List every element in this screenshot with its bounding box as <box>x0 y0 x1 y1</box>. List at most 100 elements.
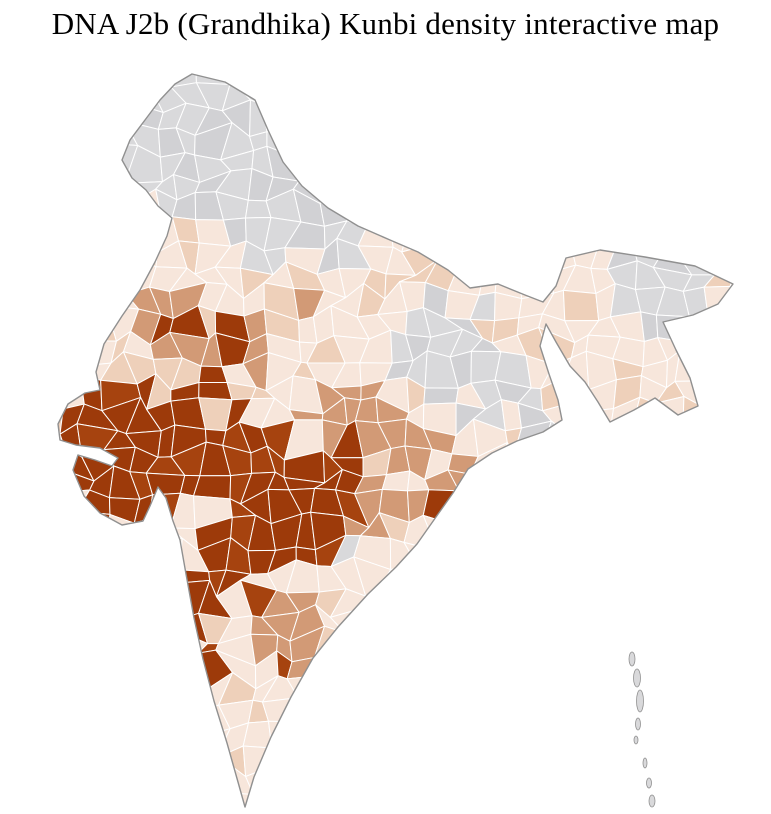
district-cell[interactable] <box>711 466 732 498</box>
district-cell[interactable] <box>311 744 337 778</box>
district-cell[interactable] <box>587 695 619 724</box>
district-cell[interactable] <box>130 539 153 575</box>
district-cell[interactable] <box>59 723 94 759</box>
district-cell[interactable] <box>412 582 437 613</box>
district-cell[interactable] <box>54 291 84 318</box>
district-cell[interactable] <box>444 657 486 684</box>
district-cell[interactable] <box>88 193 119 229</box>
district-cell[interactable] <box>79 651 119 691</box>
district-cell[interactable] <box>707 496 732 530</box>
district-cell[interactable] <box>242 745 276 777</box>
district-cell[interactable] <box>633 591 670 617</box>
district-cell[interactable] <box>377 649 414 683</box>
district-cell[interactable] <box>271 747 301 769</box>
district-cell[interactable] <box>606 756 639 780</box>
district-cell[interactable] <box>552 496 568 514</box>
district-cell[interactable] <box>378 142 408 179</box>
district-cell[interactable] <box>62 796 94 814</box>
district-cell[interactable] <box>524 677 552 696</box>
district-cell[interactable] <box>495 676 527 712</box>
district-cell[interactable] <box>56 766 94 800</box>
district-cell[interactable] <box>366 171 387 204</box>
district-cell[interactable] <box>677 662 704 691</box>
district-cell[interactable] <box>345 83 358 113</box>
district-cell[interactable] <box>469 791 508 814</box>
district-cell[interactable] <box>104 563 138 596</box>
district-cell[interactable] <box>467 200 510 222</box>
district-cell[interactable] <box>731 239 750 276</box>
district-cell[interactable] <box>194 53 231 86</box>
district-cell[interactable] <box>124 652 159 687</box>
district-cell[interactable] <box>125 676 159 708</box>
district-cell[interactable] <box>597 53 624 91</box>
district-cell[interactable] <box>611 564 647 593</box>
district-cell[interactable] <box>630 54 658 92</box>
district-cell[interactable] <box>724 150 751 180</box>
district-cell[interactable] <box>498 192 523 224</box>
district-cell[interactable] <box>561 129 602 159</box>
district-cell[interactable] <box>87 90 113 108</box>
district-cell[interactable] <box>600 109 613 131</box>
district-cell[interactable] <box>239 53 276 90</box>
district-cell[interactable] <box>563 797 600 814</box>
district-cell[interactable] <box>562 629 600 656</box>
district-cell[interactable] <box>319 189 348 227</box>
district-cell[interactable] <box>618 470 642 498</box>
district-cell[interactable] <box>583 431 615 447</box>
district-cell[interactable] <box>729 99 757 128</box>
district-cell[interactable] <box>353 83 391 113</box>
district-cell[interactable] <box>149 537 183 572</box>
district-cell[interactable] <box>426 658 457 684</box>
district-cell[interactable] <box>589 582 623 612</box>
district-cell[interactable] <box>406 175 438 200</box>
district-cell[interactable] <box>498 220 531 253</box>
district-cell[interactable] <box>562 289 600 322</box>
district-cell[interactable] <box>491 640 529 664</box>
district-cell[interactable] <box>698 560 723 594</box>
district-cell[interactable] <box>702 151 738 183</box>
district-cell[interactable] <box>521 219 550 251</box>
district-cell[interactable] <box>267 720 297 751</box>
district-cell[interactable] <box>468 650 497 682</box>
district-cell[interactable] <box>651 722 687 759</box>
district-cell[interactable] <box>588 569 617 585</box>
district-cell[interactable] <box>703 285 731 317</box>
district-cell[interactable] <box>150 776 186 805</box>
district-cell[interactable] <box>323 85 349 102</box>
district-cell[interactable] <box>197 792 229 814</box>
district-cell[interactable] <box>110 54 138 92</box>
district-cell[interactable] <box>104 87 142 107</box>
district-cell[interactable] <box>698 188 734 228</box>
district-cell[interactable] <box>562 604 600 638</box>
district-cell[interactable] <box>705 544 731 575</box>
district-cell[interactable] <box>358 653 389 686</box>
district-cell[interactable] <box>34 763 66 804</box>
district-cell[interactable] <box>387 679 406 708</box>
district-cell[interactable] <box>446 235 485 272</box>
district-cell[interactable] <box>375 695 406 731</box>
district-cell[interactable] <box>630 76 667 101</box>
district-cell[interactable] <box>111 211 130 247</box>
district-cell[interactable] <box>80 766 113 800</box>
district-cell[interactable] <box>403 649 431 683</box>
district-cell[interactable] <box>470 102 506 137</box>
district-cell[interactable] <box>705 523 731 546</box>
district-cell[interactable] <box>705 328 730 369</box>
district-cell[interactable] <box>104 652 129 684</box>
district-cell[interactable] <box>42 582 65 619</box>
district-cell[interactable] <box>674 214 705 253</box>
district-cell[interactable] <box>736 378 754 401</box>
district-cell[interactable] <box>388 609 414 644</box>
district-cell[interactable] <box>515 171 546 206</box>
district-cell[interactable] <box>379 794 412 814</box>
district-cell[interactable] <box>662 214 688 253</box>
district-cell[interactable] <box>402 144 438 182</box>
district-cell[interactable] <box>378 175 414 204</box>
district-cell[interactable] <box>198 381 233 401</box>
district-cell[interactable] <box>537 143 572 179</box>
district-cell[interactable] <box>707 720 732 747</box>
district-cell[interactable] <box>513 579 555 620</box>
district-cell[interactable] <box>315 675 337 704</box>
district-cell[interactable] <box>194 746 232 782</box>
district-cell[interactable] <box>337 796 364 814</box>
